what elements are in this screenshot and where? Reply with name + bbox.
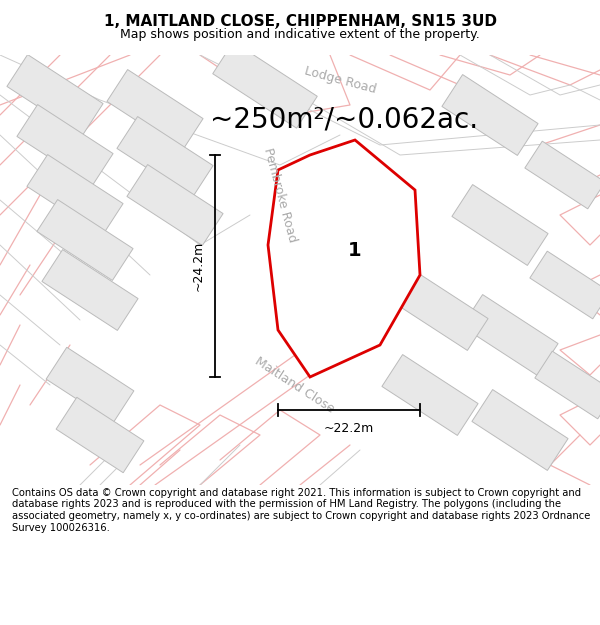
- Polygon shape: [107, 69, 203, 151]
- Polygon shape: [535, 351, 600, 419]
- Polygon shape: [27, 154, 123, 236]
- Text: Map shows position and indicative extent of the property.: Map shows position and indicative extent…: [120, 28, 480, 41]
- Polygon shape: [42, 249, 138, 331]
- Polygon shape: [392, 269, 488, 351]
- Polygon shape: [37, 199, 133, 281]
- Polygon shape: [46, 348, 134, 423]
- Polygon shape: [530, 251, 600, 319]
- Polygon shape: [213, 42, 317, 128]
- Text: ~22.2m: ~22.2m: [324, 422, 374, 435]
- Text: Maitland Close: Maitland Close: [253, 354, 337, 416]
- Text: Contains OS data © Crown copyright and database right 2021. This information is : Contains OS data © Crown copyright and d…: [12, 488, 590, 532]
- Polygon shape: [382, 354, 478, 436]
- Polygon shape: [525, 141, 600, 209]
- Polygon shape: [462, 294, 558, 376]
- Polygon shape: [17, 104, 113, 186]
- Polygon shape: [127, 164, 223, 246]
- Polygon shape: [7, 54, 103, 136]
- Polygon shape: [56, 398, 144, 472]
- Polygon shape: [452, 184, 548, 266]
- Text: ~24.2m: ~24.2m: [192, 241, 205, 291]
- Text: Lodge Road: Lodge Road: [302, 64, 377, 96]
- Polygon shape: [442, 74, 538, 156]
- Polygon shape: [117, 116, 213, 198]
- Text: Pembroke Road: Pembroke Road: [261, 146, 299, 244]
- Text: ~250m²/~0.062ac.: ~250m²/~0.062ac.: [210, 106, 478, 134]
- Text: 1, MAITLAND CLOSE, CHIPPENHAM, SN15 3UD: 1, MAITLAND CLOSE, CHIPPENHAM, SN15 3UD: [104, 14, 497, 29]
- Polygon shape: [472, 389, 568, 471]
- Polygon shape: [293, 202, 367, 268]
- Text: 1: 1: [348, 241, 362, 259]
- Polygon shape: [268, 140, 420, 377]
